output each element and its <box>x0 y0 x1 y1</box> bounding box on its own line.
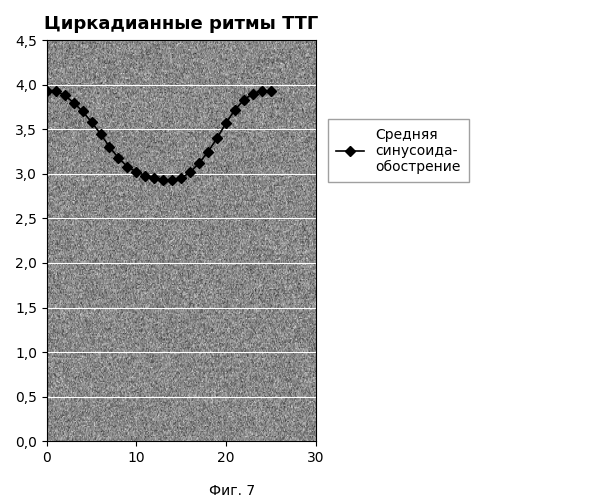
Text: Фиг. 7: Фиг. 7 <box>209 484 255 498</box>
Средняя
синусоида-
обострение <box>106 144 113 150</box>
Средняя
синусоида-
обострение <box>214 135 221 141</box>
Средняя
синусоида-
обострение <box>115 155 122 161</box>
Средняя
синусоида-
обострение <box>178 176 185 182</box>
Средняя
синусоида-
обострение <box>267 88 274 94</box>
Средняя
синусоида-
обострение <box>195 160 203 166</box>
Средняя
синусоида-
обострение <box>187 169 194 175</box>
Средняя
синусоида-
обострение <box>61 92 68 98</box>
Средняя
синусоида-
обострение <box>258 88 265 94</box>
Средняя
синусоида-
обострение <box>160 177 167 183</box>
Legend: Средняя
синусоида-
обострение: Средняя синусоида- обострение <box>328 120 469 182</box>
Средняя
синусоида-
обострение <box>168 177 176 183</box>
Средняя
синусоида-
обострение <box>79 108 86 114</box>
Средняя
синусоида-
обострение <box>231 106 239 112</box>
Средняя
синусоида-
обострение <box>124 164 131 170</box>
Средняя
синусоида-
обострение <box>240 97 248 103</box>
Средняя
синусоида-
обострение <box>151 176 158 182</box>
Средняя
синусоида-
обострение <box>204 148 212 154</box>
Средняя
синусоида-
обострение <box>52 88 59 94</box>
Средняя
синусоида-
обострение <box>142 172 149 178</box>
Line: Средняя
синусоида-
обострение: Средняя синусоида- обострение <box>43 88 274 184</box>
Средняя
синусоида-
обострение <box>223 120 230 126</box>
Средняя
синусоида-
обострение <box>88 119 95 125</box>
Средняя
синусоида-
обострение <box>43 88 51 94</box>
Средняя
синусоида-
обострение <box>70 100 77 105</box>
Средняя
синусоида-
обострение <box>97 130 104 136</box>
Средняя
синусоида-
обострение <box>249 90 257 96</box>
Title: Циркадианные ритмы ТТГ: Циркадианные ритмы ТТГ <box>44 15 318 33</box>
Средняя
синусоида-
обострение <box>133 169 140 175</box>
